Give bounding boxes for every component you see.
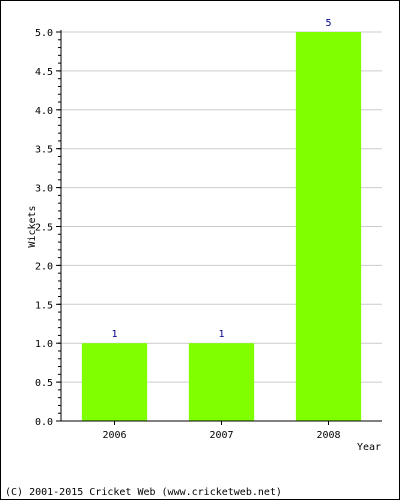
bar-2006 (81, 343, 148, 421)
bar-2007 (188, 343, 255, 421)
y-tick-label: 2.0 (35, 261, 53, 272)
x-tick-label: 2006 (102, 430, 126, 441)
y-tick-label: 4.5 (35, 67, 53, 78)
y-tick-label: 1.0 (35, 339, 53, 350)
x-axis-label: Year (357, 442, 381, 453)
x-tick-label: 2008 (316, 430, 340, 441)
y-axis-label: Wickets (27, 205, 38, 247)
x-tick-labels: 2006 2007 2008 (102, 430, 340, 441)
y-tick-label: 3.5 (35, 145, 53, 156)
y-tick-label: 2.5 (35, 223, 53, 234)
y-tick-label: 0.5 (35, 378, 53, 389)
data-label: 5 (325, 18, 331, 29)
data-label: 1 (111, 329, 117, 340)
y-tick-label: 1.5 (35, 300, 53, 311)
data-label: 1 (218, 329, 224, 340)
y-tick-label: 5.0 (35, 28, 53, 39)
y-tick-label: 4.0 (35, 106, 53, 117)
y-tick-label: 3.0 (35, 184, 53, 195)
y-tick-label: 0.0 (35, 417, 53, 428)
axes (56, 30, 382, 425)
copyright-footer: (C) 2001-2015 Cricket Web (www.cricketwe… (5, 487, 282, 498)
y-tick-labels: 0.0 0.5 1.0 1.5 2.0 2.5 3.0 3.5 4.0 4.5 5.0 (35, 28, 53, 428)
bars (81, 32, 362, 421)
bar-2008 (295, 32, 362, 421)
x-tick-label: 2007 (209, 430, 233, 441)
data-labels: 1 1 5 (111, 18, 331, 340)
